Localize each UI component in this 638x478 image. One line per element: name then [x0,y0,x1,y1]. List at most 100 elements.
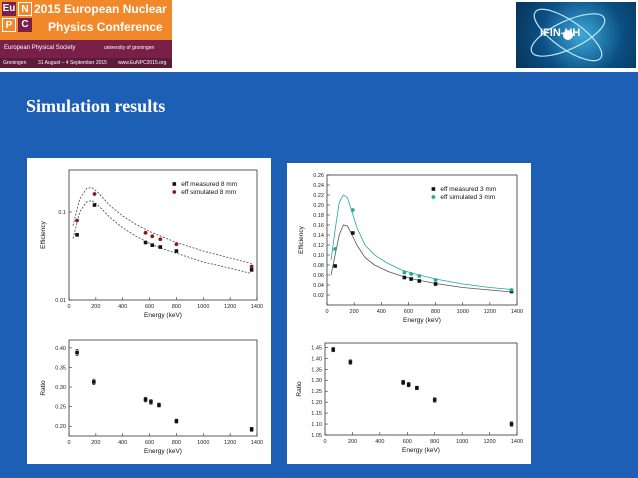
data-point [143,240,148,245]
data-point [150,234,155,239]
legend-label: eff measured 8 mm [181,181,237,188]
data-point [350,231,355,235]
y-tick-label: 0.12 [313,243,324,249]
ratio-8mm-chart: 0 200 400 600 800 1000 1200 1400 0.20 0.25 0.30 0.3… [40,339,263,455]
plot-frame [68,339,258,437]
y-axis-label: Efficiency [40,220,47,248]
chart-panel-4: 0 200 400 600 800 1000 1200 1400 1.05 1.10 1.15 1.2… [287,333,531,464]
y-tick-label: 0.40 [55,346,66,352]
y-tick-label: 0.30 [55,385,66,391]
legend-marker [172,190,177,194]
x-tick-label: 1000 [457,309,469,315]
y-tick-label: 0.16 [313,223,324,229]
x-tick-label: 200 [91,440,100,446]
banner-footer: Groningen 31 August – 4 September 2015 w… [0,58,172,68]
x-tick-label: 1000 [197,304,209,310]
data-point [333,247,338,251]
y-tick-label: 0.06 [313,273,324,279]
data-point [433,282,438,286]
y-axis-label: Ratio [40,380,47,396]
banner-tile-p: P [2,18,16,32]
data-point [249,427,254,432]
x-tick-label: 1200 [224,304,236,310]
conference-banner: Eu N P C 2015 European Nuclear Physics C… [0,0,172,68]
data-point [509,288,514,292]
y-tick-label: 1.40 [311,356,322,362]
y-tick-label: 0.04 [313,283,324,289]
legend-marker [431,195,436,199]
x-tick-label: 1400 [251,440,263,446]
y-tick-label: 1.35 [311,367,322,373]
data-point [417,274,422,278]
y-tick-label: 0.20 [313,203,324,209]
x-tick-label: 600 [145,304,154,310]
y-tick-label: 0.24 [313,183,324,189]
data-point [249,264,254,269]
x-tick-label: 800 [430,439,439,445]
data-point [158,237,163,242]
plot-frame [68,169,258,301]
data-point [406,382,411,387]
x-tick-label: 1000 [197,440,209,446]
y-tick-label: 0.02 [313,293,324,299]
data-point [149,400,153,404]
data-point [75,350,79,355]
x-tick-label: 0 [323,439,326,445]
slide-title: Simulation results [26,96,166,116]
x-tick-label: 400 [118,440,127,446]
x-tick-label: 800 [172,304,181,310]
data-point [157,403,161,407]
fit-curve [72,200,252,274]
data-point [92,380,96,384]
data-point [174,242,179,247]
banner-footer-city: Groningen [3,60,27,66]
x-axis-label: Energy (keV) [144,448,182,455]
x-tick-label: 1400 [511,439,523,445]
x-axis-label: Energy (keV) [144,312,182,319]
x-tick-label: 400 [118,304,127,310]
data-point [348,360,353,364]
x-tick-label: 600 [145,440,154,446]
y-tick-label: 0.22 [313,193,324,199]
data-point [174,249,179,253]
x-tick-label: 200 [348,439,357,445]
x-tick-label: 1400 [251,304,263,310]
data-point [415,386,419,390]
banner-org-bar: European Physical Society university of … [0,40,172,58]
data-point [333,264,337,268]
data-point [409,277,413,281]
y-tick-label: 1.20 [311,400,322,406]
legend-label: eff measured 3 mm [440,186,496,193]
y-axis-label: Ratio [296,381,303,397]
x-tick-label: 400 [375,439,384,445]
data-point [402,270,407,275]
y-tick-label: 0.14 [313,233,324,239]
y-tick-label: 1.25 [311,389,322,395]
banner-tile-c: C [18,18,32,32]
fit-curve [330,224,512,293]
banner-title-line2: Physics Conference [48,20,163,34]
plot-frame [324,342,518,436]
y-tick-label: 0.08 [313,263,324,269]
efficiency-8mm-chart: 0 200 400 600 800 1000 1200 1400 0.01 0.1 Energy (… [40,169,263,319]
fit-curve [72,187,252,264]
data-point [75,218,79,223]
x-tick-label: 800 [431,309,440,315]
data-point [150,243,155,247]
data-point [417,279,422,283]
y-tick-label: 0.35 [55,365,66,371]
data-point [402,275,407,280]
x-tick-label: 800 [172,440,181,446]
x-tick-label: 200 [91,304,100,310]
data-point [143,397,148,402]
y-tick-label: 1.30 [311,378,322,384]
plot-frame [326,174,518,306]
y-tick-label: 0.10 [313,253,324,259]
data-point [409,272,414,276]
x-tick-label: 1000 [456,439,468,445]
ratio-3mm-chart: 0 200 400 600 800 1000 1200 1400 1.05 1.10 1.15 1.2… [296,342,523,454]
legend-marker [172,182,177,186]
x-tick-label: 0 [67,304,70,310]
x-tick-label: 1200 [483,439,495,445]
y-tick-label: 0.01 [55,298,66,304]
